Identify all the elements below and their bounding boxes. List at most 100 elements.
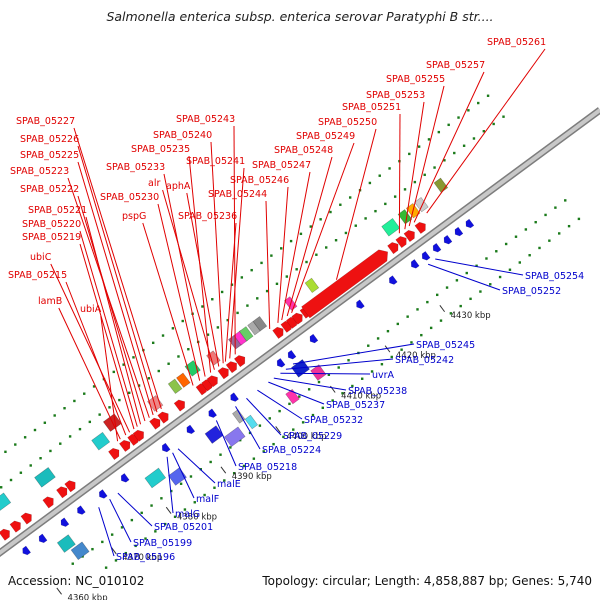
tick-dot <box>285 275 289 278</box>
tick-dot <box>78 427 82 431</box>
label-leader-line <box>404 101 425 230</box>
scale-tick <box>439 305 446 313</box>
gene-label-reverse: malF <box>196 494 219 505</box>
tick-dot <box>270 254 273 257</box>
gene-label-forward: SPAB_05220 <box>22 219 81 230</box>
gene-label-forward: SPAB_05249 <box>296 131 355 142</box>
tick-dot <box>436 293 439 297</box>
tick-dot <box>423 173 426 177</box>
tick-dot <box>416 308 419 311</box>
tick-dot <box>132 356 135 359</box>
tick-dot <box>33 428 37 432</box>
tick-dot <box>280 247 283 250</box>
tick-dot <box>288 402 291 406</box>
tick-dot <box>226 318 229 322</box>
tick-dot <box>187 348 190 351</box>
tick-dot <box>341 392 344 395</box>
forward-gene-arrow <box>395 236 407 249</box>
reverse-gene-arrow <box>410 259 420 269</box>
tick-dot <box>203 493 206 497</box>
tick-dot <box>151 341 155 345</box>
tick-dot <box>211 298 214 301</box>
tick-dot <box>433 166 436 169</box>
tick-dot <box>327 373 331 376</box>
tick-dot <box>14 443 17 446</box>
reverse-gene-arrow <box>421 251 431 261</box>
label-leader-line <box>413 71 485 223</box>
tick-dot <box>289 239 293 243</box>
feature-box <box>34 467 56 488</box>
label-leader-line <box>286 156 333 317</box>
tick-dot <box>462 144 466 147</box>
tick-dot <box>216 326 220 329</box>
tick-dot <box>427 138 431 141</box>
tick-dot <box>429 326 433 330</box>
tick-dot <box>445 286 449 289</box>
forward-gene-arrow <box>149 417 161 430</box>
tick-dot <box>524 228 528 231</box>
forward-gene-arrow <box>387 242 399 255</box>
backbone <box>0 108 600 556</box>
tick-dot <box>236 311 239 315</box>
tick-dot <box>410 341 413 344</box>
reverse-gene-arrow <box>38 533 48 544</box>
reverse-gene-arrow <box>432 242 442 253</box>
gene-label-forward: SPAB_05230 <box>100 192 159 203</box>
gene-label-forward: ubiC <box>30 252 52 263</box>
scale-tick <box>56 587 62 595</box>
tick-dot <box>164 522 167 526</box>
tick-dot <box>63 407 66 410</box>
feature-box <box>433 177 449 193</box>
tick-dot <box>282 435 285 439</box>
tick-dot <box>140 511 143 515</box>
forward-gene-arrow <box>217 367 229 380</box>
forward-gene-arrow <box>291 312 303 325</box>
label-leader-line <box>77 195 146 422</box>
tick-dot <box>295 268 298 271</box>
tick-dot <box>232 472 236 475</box>
forward-gene-arrow <box>233 355 246 368</box>
gene-label-reverse: uvrA <box>372 370 395 381</box>
tick-dot <box>248 431 252 435</box>
feature-box <box>176 372 191 388</box>
gene-label-forward: aphA <box>166 181 191 192</box>
tick-dot <box>469 297 472 301</box>
tick-dot <box>0 486 3 489</box>
tick-dot <box>408 152 411 156</box>
gene-label-forward: SPAB_05240 <box>153 130 212 141</box>
label-leader-line <box>85 216 142 425</box>
tick-dot <box>161 334 165 337</box>
tick-dot <box>112 370 115 374</box>
tick-dot <box>548 239 551 242</box>
reverse-gene-arrow <box>465 218 475 229</box>
gene-label-forward: SPAB_05261 <box>487 37 546 48</box>
gene-label-reverse: SPAB_05254 <box>525 271 584 282</box>
tick-dot <box>19 471 23 474</box>
reverse-gene-arrow <box>60 517 70 527</box>
tick-dot <box>114 559 118 562</box>
tick-dot <box>272 442 275 446</box>
tick-dot <box>417 145 421 148</box>
tick-dot <box>9 478 13 482</box>
tick-dot <box>475 264 478 267</box>
tick-dot <box>299 232 303 236</box>
reverse-gene-arrow <box>454 226 464 237</box>
tick-dot <box>567 224 571 228</box>
tick-dot <box>534 220 537 224</box>
feature-box <box>91 431 111 451</box>
forward-gene-arrow <box>42 496 54 509</box>
reverse-gene-arrow <box>99 489 108 499</box>
tick-dot <box>486 94 490 97</box>
tick-dot <box>479 290 482 293</box>
tick-dot <box>223 479 226 482</box>
tick-dot <box>209 460 212 464</box>
tick-dot <box>81 555 84 558</box>
reverse-gene-arrow <box>287 349 297 360</box>
tick-dot <box>150 504 153 507</box>
label-leader-line <box>292 343 415 365</box>
tick-dot <box>170 489 173 493</box>
label-leader-line <box>100 315 119 442</box>
gene-label-forward: SPAB_05222 <box>20 184 79 195</box>
reverse-gene-arrow <box>443 234 453 245</box>
tick-dot <box>144 537 147 540</box>
